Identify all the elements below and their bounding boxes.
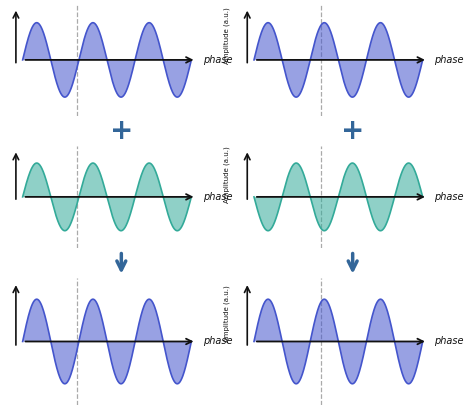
- Text: phase: phase: [435, 337, 464, 346]
- Text: phase: phase: [435, 192, 464, 202]
- Text: phase: phase: [435, 55, 464, 65]
- Text: phase: phase: [203, 337, 233, 346]
- Text: Amplitude (a.u.): Amplitude (a.u.): [224, 285, 230, 342]
- Text: +: +: [109, 117, 133, 145]
- Text: Amplitude (a.u.): Amplitude (a.u.): [224, 7, 230, 64]
- Text: Amplitude (a.u.): Amplitude (a.u.): [224, 146, 230, 203]
- Text: phase: phase: [203, 192, 233, 202]
- Text: phase: phase: [203, 55, 233, 65]
- Text: +: +: [341, 117, 365, 145]
